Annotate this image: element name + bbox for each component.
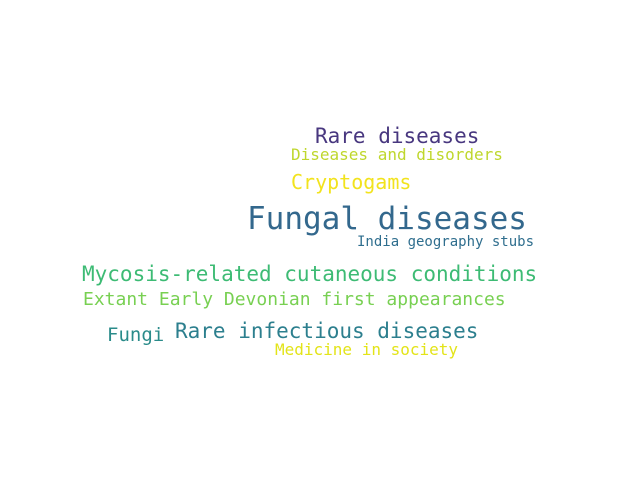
word-cryptogams: Cryptogams [291, 170, 412, 194]
word-diseases-and-disorders: Diseases and disorders [291, 145, 503, 164]
word-rare-infectious-diseases: Rare infectious diseases [175, 319, 479, 343]
word-medicine-in-society: Medicine in society [275, 340, 459, 359]
word-extant-early-devonian-first-appearances: Extant Early Devonian first appearances [83, 289, 506, 310]
word-fungi: Fungi [107, 324, 165, 346]
word-india-geography-stubs: India geography stubs [357, 234, 535, 250]
word-fungal-diseases: Fungal diseases [247, 201, 527, 237]
word-rare-diseases: Rare diseases [315, 124, 480, 148]
word-mycosis-related-cutaneous-conditions: Mycosis-related cutaneous conditions [82, 262, 538, 286]
